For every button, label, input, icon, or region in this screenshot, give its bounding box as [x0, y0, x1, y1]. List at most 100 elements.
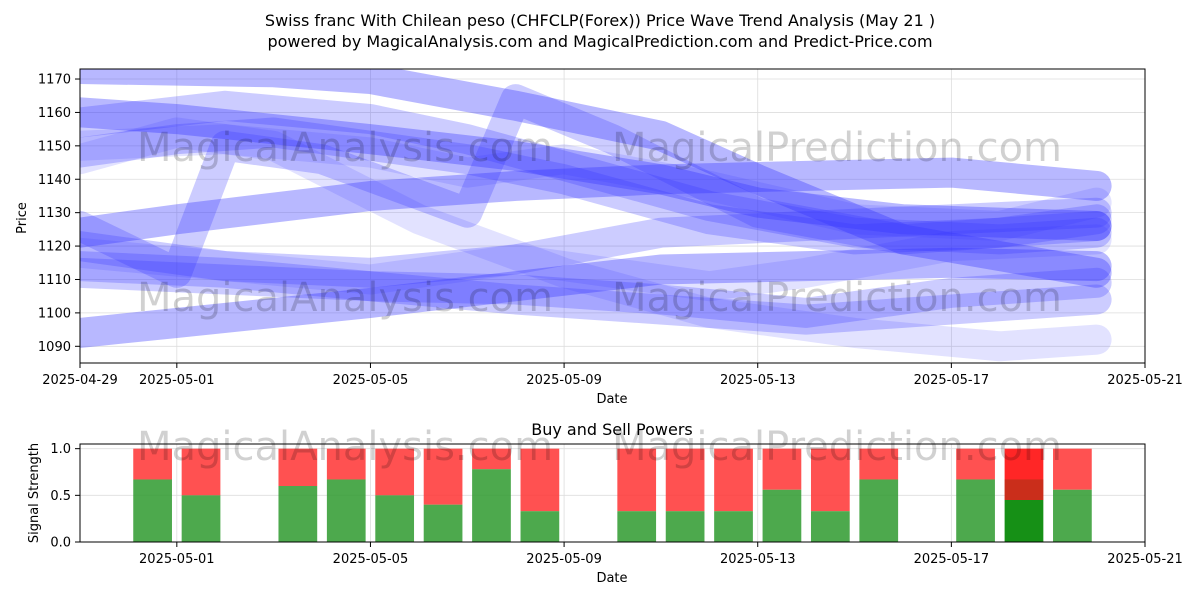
sell-power-bar — [665, 448, 705, 512]
buy-sell-x-axis-label: Date — [596, 571, 627, 586]
buy-power-bar — [859, 479, 899, 542]
price-wave-line — [80, 247, 1112, 348]
price-wave-line — [80, 117, 1112, 362]
buy-power-bar — [181, 495, 221, 542]
buy-power-bar — [617, 511, 657, 542]
price-x-tick-label: 2025-05-05 — [333, 373, 409, 388]
price-y-tick-label: 1100 — [38, 306, 71, 321]
sell-power-bar — [762, 448, 802, 490]
buy-sell-y-tick-label: 1.0 — [50, 442, 71, 457]
price-wave-line — [80, 117, 1112, 255]
buy-power-bar — [956, 479, 995, 542]
sell-power-bar — [810, 448, 850, 512]
price-y-tick-label: 1160 — [38, 106, 71, 121]
price-plot-frame — [79, 68, 1146, 364]
watermark-top-left: MagicalAnalysis.com — [137, 125, 553, 171]
buy-power-bar — [520, 511, 560, 542]
price-wave-line — [80, 257, 1112, 328]
price-y-tick-label: 1170 — [38, 73, 71, 88]
buy-sell-x-tick-label: 2025-05-13 — [720, 552, 796, 567]
sell-power-bar — [326, 448, 366, 480]
price-y-tick-label: 1110 — [38, 273, 71, 288]
overlap-power-bar — [1004, 479, 1044, 500]
price-x-tick-label: 2025-05-13 — [720, 373, 796, 388]
sell-power-bar — [375, 448, 415, 496]
sell-power-bar — [423, 448, 463, 505]
sell-power-bar — [859, 448, 899, 480]
watermark-mid-right: MagicalPrediction.com — [612, 275, 1062, 321]
figure-title-line1: Swiss franc With Chilean peso (CHFCLP(Fo… — [265, 11, 935, 30]
sell-power-bar — [181, 448, 221, 496]
buy-sell-panel: Buy and Sell Powers MagicalAnalysis.com … — [27, 420, 1183, 586]
price-plot-background — [80, 69, 1145, 363]
watermark-bottom-left: MagicalAnalysis.com — [137, 424, 553, 470]
buy-power-bar — [810, 511, 850, 542]
buy-sell-x-tick-label: 2025-05-17 — [914, 552, 990, 567]
buy-power-bar — [665, 511, 705, 542]
price-waves — [80, 69, 1112, 362]
price-wave-line — [80, 157, 1112, 248]
buy-power-bar — [278, 486, 318, 542]
buy-power-bar — [375, 495, 415, 542]
sell-power-bar — [520, 448, 560, 512]
buy-sell-x-tick-label: 2025-05-21 — [1107, 552, 1183, 567]
watermark-top-right: MagicalPrediction.com — [612, 125, 1062, 171]
price-y-ticks: 1090 1100 1110 1120 1130 1140 1150 1160 1170 — [38, 73, 80, 355]
buy-sell-bars — [133, 448, 1092, 542]
sell-power-bar — [1053, 448, 1092, 490]
sell-power-bar — [472, 448, 511, 470]
price-wave-line — [80, 97, 1112, 241]
buy-sell-title: Buy and Sell Powers — [531, 420, 693, 439]
buy-power-bar — [1004, 500, 1044, 542]
price-wave-line — [80, 84, 1112, 288]
price-y-tick-label: 1150 — [38, 139, 71, 154]
buy-power-bar — [762, 489, 802, 542]
price-x-ticks: 2025-04-29 2025-05-01 2025-05-05 2025-05-09… — [42, 363, 1183, 388]
price-y-axis-label: Price — [15, 202, 30, 234]
sell-power-bar — [278, 448, 318, 486]
buy-sell-x-tick-label: 2025-05-01 — [139, 552, 215, 567]
price-y-tick-label: 1120 — [38, 240, 71, 255]
figure-title-line2: powered by MagicalAnalysis.com and Magic… — [267, 32, 932, 51]
buy-sell-y-axis-label: Signal Strength — [27, 443, 42, 543]
buy-sell-x-tick-label: 2025-05-05 — [333, 552, 409, 567]
price-grid — [79, 69, 1146, 363]
buy-sell-y-ticks: 0.0 0.5 1.0 — [50, 442, 80, 551]
sell-power-bar — [714, 448, 753, 512]
price-watermarks: MagicalAnalysis.com MagicalPrediction.co… — [137, 125, 1062, 321]
buy-power-bar — [472, 469, 511, 542]
price-x-tick-label: 2025-05-17 — [914, 373, 990, 388]
price-wave-line — [80, 251, 1112, 335]
price-wave-line — [80, 90, 1112, 255]
watermark-mid-left: MagicalAnalysis.com — [137, 275, 553, 321]
price-x-axis-label: Date — [596, 392, 627, 407]
buy-power-bar — [1053, 489, 1092, 542]
buy-sell-x-ticks: 2025-05-01 2025-05-05 2025-05-09 2025-05-13… — [139, 542, 1183, 567]
price-x-tick-label: 2025-04-29 — [42, 373, 118, 388]
price-wave-line — [80, 69, 1112, 288]
sell-power-bar — [617, 448, 657, 512]
watermark-bottom-right: MagicalPrediction.com — [612, 424, 1062, 470]
price-x-tick-label: 2025-05-21 — [1107, 373, 1183, 388]
price-y-tick-label: 1140 — [38, 173, 71, 188]
buy-sell-x-tick-label: 2025-05-09 — [526, 552, 602, 567]
price-wave-line — [80, 197, 1112, 288]
buy-sell-y-tick-label: 0.5 — [50, 489, 71, 504]
buy-sell-y-tick-label: 0.0 — [50, 536, 71, 551]
buy-power-bar — [133, 479, 172, 542]
price-y-tick-label: 1130 — [38, 206, 71, 221]
buy-power-bar — [423, 504, 463, 542]
price-y-tick-label: 1090 — [38, 340, 71, 355]
price-x-tick-label: 2025-05-09 — [526, 373, 602, 388]
sell-power-bar — [1004, 448, 1044, 500]
sell-power-bar — [956, 448, 995, 480]
price-x-tick-label: 2025-05-01 — [139, 373, 215, 388]
buy-power-bar — [326, 479, 366, 542]
buy-power-bar — [714, 511, 753, 542]
buy-sell-plot-frame — [79, 443, 1146, 543]
price-wave-panel: MagicalAnalysis.com MagicalPrediction.co… — [15, 68, 1183, 407]
price-wave-line — [80, 124, 1112, 241]
buy-sell-watermarks: MagicalAnalysis.com MagicalPrediction.co… — [137, 424, 1062, 470]
